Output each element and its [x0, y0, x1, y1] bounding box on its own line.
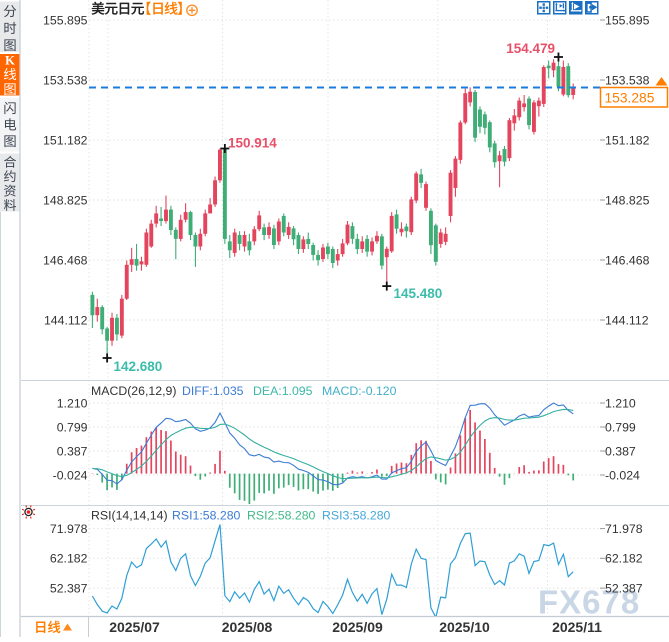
- svg-text:DIFF:1.035: DIFF:1.035: [182, 384, 244, 398]
- svg-text:151.182: 151.182: [43, 133, 88, 147]
- svg-text:144.112: 144.112: [605, 313, 649, 327]
- svg-text:1.210: 1.210: [57, 396, 88, 410]
- svg-text:0.387: 0.387: [605, 444, 636, 458]
- svg-text:146.468: 146.468: [605, 253, 650, 267]
- svg-text:0.387: 0.387: [57, 444, 88, 458]
- svg-text:RSI2:58.280: RSI2:58.280: [247, 509, 316, 523]
- svg-text:0.799: 0.799: [57, 420, 88, 434]
- svg-text:MACD(26,12,9): MACD(26,12,9): [91, 384, 176, 398]
- svg-text:153.538: 153.538: [43, 73, 88, 87]
- svg-text:62.182: 62.182: [50, 552, 88, 566]
- svg-text:2025/08: 2025/08: [222, 619, 273, 635]
- svg-text:RSI(14,14,14): RSI(14,14,14): [91, 509, 168, 523]
- svg-text:151.182: 151.182: [605, 133, 650, 147]
- svg-text:148.825: 148.825: [43, 193, 88, 207]
- svg-text:52.387: 52.387: [605, 581, 643, 595]
- svg-text:DEA:1.095: DEA:1.095: [253, 384, 313, 398]
- svg-text:RSI3:58.280: RSI3:58.280: [322, 509, 391, 523]
- svg-text:-0.024: -0.024: [53, 468, 88, 482]
- svg-text:150.914: 150.914: [228, 136, 277, 151]
- svg-text:71.978: 71.978: [50, 522, 88, 536]
- svg-text:FX678: FX678: [538, 584, 640, 621]
- svg-text:2025/09: 2025/09: [332, 619, 383, 635]
- svg-text:0.799: 0.799: [605, 420, 636, 434]
- svg-text:RSI1:58.280: RSI1:58.280: [172, 509, 241, 523]
- svg-text:145.480: 145.480: [394, 286, 443, 301]
- svg-text:146.468: 146.468: [43, 253, 88, 267]
- svg-text:153.285: 153.285: [605, 91, 655, 106]
- svg-text:2025/07: 2025/07: [109, 619, 160, 635]
- svg-text:1.210: 1.210: [605, 396, 636, 410]
- svg-text:-0.024: -0.024: [605, 468, 640, 482]
- svg-text:71.978: 71.978: [605, 522, 643, 536]
- svg-text:MACD:-0.120: MACD:-0.120: [322, 384, 397, 398]
- svg-text:148.825: 148.825: [605, 193, 650, 207]
- svg-text:K: K: [5, 53, 15, 67]
- svg-text:2025/10: 2025/10: [439, 619, 490, 635]
- svg-text:144.112: 144.112: [44, 313, 88, 327]
- svg-text:155.895: 155.895: [43, 13, 88, 27]
- svg-text:153.538: 153.538: [605, 73, 650, 87]
- svg-text:142.680: 142.680: [114, 359, 163, 374]
- svg-text:155.895: 155.895: [605, 13, 650, 27]
- svg-text:2025/11: 2025/11: [552, 619, 602, 635]
- svg-text:154.479: 154.479: [506, 41, 555, 56]
- svg-text:62.182: 62.182: [605, 552, 643, 566]
- svg-text:52.387: 52.387: [50, 581, 88, 595]
